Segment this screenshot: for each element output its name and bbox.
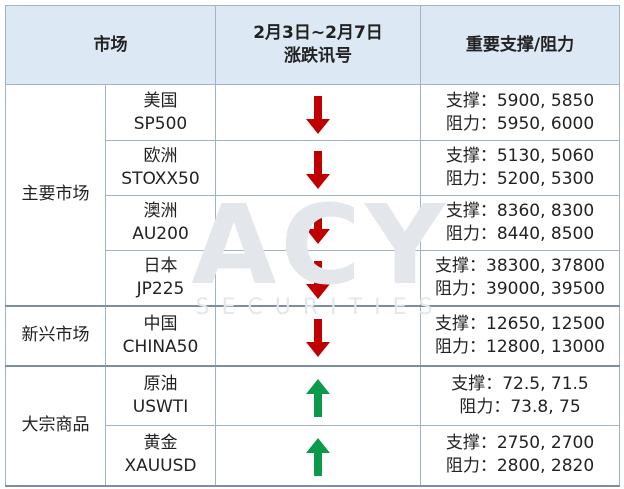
market-code: USWTI xyxy=(132,396,189,417)
signal-cell xyxy=(215,250,421,307)
signal-cell xyxy=(215,305,421,367)
arrow-up xyxy=(306,378,330,417)
signal-cell xyxy=(215,365,421,426)
market-name: 中国 xyxy=(143,313,178,334)
market-name: 日本 xyxy=(143,255,178,276)
support-level: 支撑：5130, 5060 xyxy=(445,146,595,166)
name-cell: 欧洲 STOXX50 xyxy=(105,140,216,196)
signal-table: 市场 2月3日~2月7日 涨跌讯号 重要支撑/阻力 主要市场 美国 SP500 支撑：5… xyxy=(5,5,620,487)
arrow-up xyxy=(306,438,330,477)
arrow-shape xyxy=(306,438,330,477)
name-cell: 美国 SP500 xyxy=(105,84,216,141)
arrow-shape xyxy=(306,260,330,299)
arrow-down xyxy=(306,318,330,357)
support-level: 支撑：12650, 12500 xyxy=(435,313,605,334)
levels-cell: 支撑：5900, 5850 阻力：5950, 6000 xyxy=(420,84,620,141)
arrow-down xyxy=(306,260,330,299)
arrow-shape xyxy=(306,378,330,417)
table-row: 黄金 XAUUSD 支撑：2750, 2700 阻力：2800, 2820 xyxy=(6,425,620,487)
resistance-level: 阻力：2800, 2820 xyxy=(445,456,595,477)
header-text: 涨跌讯号 xyxy=(284,46,352,66)
name-cell: 黄金 XAUUSD xyxy=(105,425,216,487)
name-cell: 澳洲 AU200 xyxy=(105,195,216,251)
levels-cell: 支撑：38300, 37800 阻力：39000, 39500 xyxy=(420,250,620,307)
group-cell: 大宗商品 xyxy=(5,365,106,487)
name-cell: 原油 USWTI xyxy=(105,365,216,426)
arrow-down xyxy=(306,95,330,134)
market-code: JP225 xyxy=(136,278,185,299)
levels-cell: 支撑：5130, 5060 阻力：5200, 5300 xyxy=(420,140,620,196)
group-cell: 新兴市场 xyxy=(5,305,106,367)
arrow-shape xyxy=(306,95,330,134)
levels-cell: 支撑：72.5, 71.5 阻力：73.8, 75 xyxy=(420,365,620,426)
table-row: 澳洲 AU200 支撑：8360, 8300 阻力：8440, 8500 xyxy=(6,195,620,251)
market-name: 原油 xyxy=(143,373,178,394)
support-level: 支撑：2750, 2700 xyxy=(445,433,595,454)
arrow-down xyxy=(306,206,330,244)
arrow-down xyxy=(306,151,330,189)
arrow-shape xyxy=(306,151,330,189)
header-cell: 重要支撑/阻力 xyxy=(420,5,620,85)
resistance-level: 阻力：39000, 39500 xyxy=(435,278,605,299)
levels-cell: 支撑：8360, 8300 阻力：8440, 8500 xyxy=(420,195,620,251)
table-body: 主要市场 美国 SP500 支撑：5900, 5850 阻力：5950, 6000 欧洲 S… xyxy=(5,84,620,487)
market-code: CHINA50 xyxy=(122,336,199,357)
table-row: 主要市场 美国 SP500 支撑：5900, 5850 阻力：5950, 6000 xyxy=(5,84,620,307)
market-code: XAUUSD xyxy=(124,456,197,477)
market-name: 澳洲 xyxy=(143,201,178,221)
resistance-level: 阻力：5200, 5300 xyxy=(445,169,595,189)
market-code: SP500 xyxy=(133,113,188,134)
resistance-level: 阻力：12800, 13000 xyxy=(435,336,605,357)
market-name: 黄金 xyxy=(143,433,178,454)
arrow-shape xyxy=(306,318,330,357)
arrow-shape xyxy=(306,206,330,244)
table-row: 大宗商品 原油 USWTI 支撑：72.5, 71.5 阻力：73.8, 75 xyxy=(5,365,620,487)
resistance-level: 阻力：73.8, 75 xyxy=(459,396,581,417)
header-cell: 2月3日~2月7日 涨跌讯号 xyxy=(215,5,421,85)
market-code: AU200 xyxy=(132,224,189,244)
header-cell: 市场 xyxy=(5,5,216,85)
table-row: 新兴市场 中国 CHINA50 支撑：12650, 12500 阻力：12800, 13… xyxy=(5,305,620,367)
name-cell: 中国 CHINA50 xyxy=(105,305,216,367)
signal-cell xyxy=(215,84,421,141)
table-row: 日本 JP225 支撑：38300, 37800 阻力：39000, 39500 xyxy=(6,250,620,307)
name-cell: 日本 JP225 xyxy=(105,250,216,307)
support-level: 支撑：72.5, 71.5 xyxy=(451,373,589,394)
market-code: STOXX50 xyxy=(121,169,200,189)
resistance-level: 阻力：5950, 6000 xyxy=(445,113,595,134)
market-name: 美国 xyxy=(143,90,178,111)
signal-cell xyxy=(215,195,421,251)
signal-cell xyxy=(215,140,421,196)
levels-cell: 支撑：2750, 2700 阻力：2800, 2820 xyxy=(420,425,620,487)
signal-cell xyxy=(215,425,421,487)
market-name: 欧洲 xyxy=(143,146,178,166)
levels-cell: 支撑：12650, 12500 阻力：12800, 13000 xyxy=(420,305,620,367)
support-level: 支撑：5900, 5850 xyxy=(445,90,595,111)
resistance-level: 阻力：8440, 8500 xyxy=(445,224,595,244)
header-text: 2月3日~2月7日 xyxy=(253,23,383,43)
group-cell: 主要市场 xyxy=(5,84,106,307)
header-row: 市场 2月3日~2月7日 涨跌讯号 重要支撑/阻力 xyxy=(5,5,620,85)
support-level: 支撑：38300, 37800 xyxy=(435,255,605,276)
support-level: 支撑：8360, 8300 xyxy=(445,201,595,221)
